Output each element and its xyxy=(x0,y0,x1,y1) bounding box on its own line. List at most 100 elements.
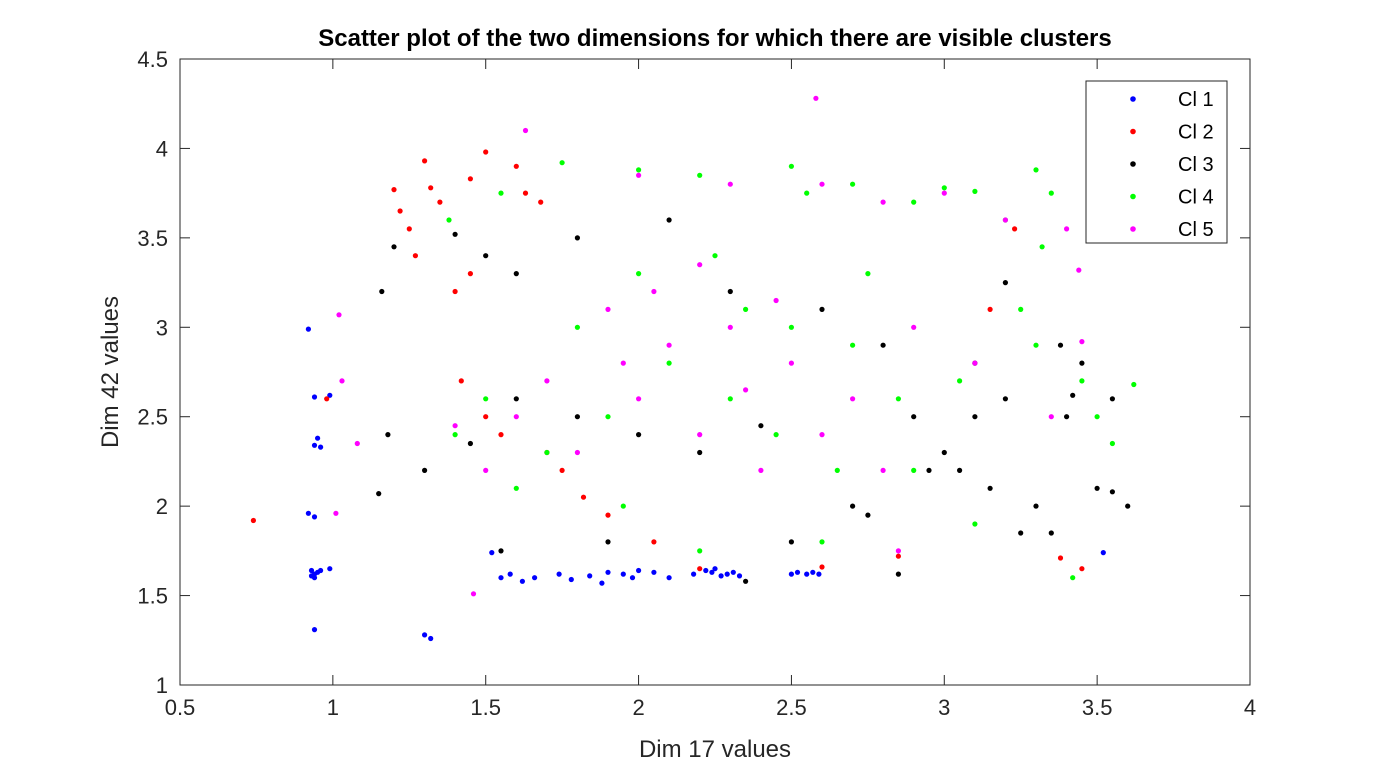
data-point xyxy=(568,576,574,583)
plot-area xyxy=(179,58,1251,686)
y-axis-label: Dim 42 values xyxy=(97,296,124,448)
data-point xyxy=(957,467,963,473)
data-point xyxy=(574,449,581,456)
data-point xyxy=(691,571,697,577)
data-point xyxy=(467,176,473,182)
data-point xyxy=(850,181,856,187)
data-point xyxy=(452,288,458,295)
data-point xyxy=(1079,566,1085,572)
data-point xyxy=(446,217,452,223)
data-point xyxy=(556,571,562,577)
data-point xyxy=(1057,555,1064,561)
data-point xyxy=(895,571,902,577)
legend-label: Cl 4 xyxy=(1178,187,1214,209)
series-2 xyxy=(250,149,1085,572)
data-point xyxy=(794,569,801,575)
data-point xyxy=(666,360,672,366)
data-point xyxy=(1048,190,1054,196)
data-point xyxy=(636,167,642,173)
data-point xyxy=(880,467,886,473)
data-point xyxy=(620,571,626,577)
legend-item: Cl 1 xyxy=(1130,89,1214,111)
legend-marker xyxy=(1130,96,1136,102)
y-tick-label: 2 xyxy=(156,494,168,519)
data-point xyxy=(513,271,519,277)
data-point xyxy=(813,95,819,101)
data-point xyxy=(483,414,489,420)
data-point xyxy=(743,387,749,393)
data-point xyxy=(636,567,642,574)
data-point xyxy=(336,312,342,318)
data-point xyxy=(452,432,458,438)
y-tick-label: 3 xyxy=(156,315,168,340)
data-point xyxy=(311,394,318,400)
data-point xyxy=(605,512,611,518)
data-point xyxy=(773,297,779,304)
data-point xyxy=(724,571,730,577)
data-point xyxy=(819,181,825,187)
data-point xyxy=(987,306,993,312)
chart-title: Scatter plot of the two dimensions for w… xyxy=(318,25,1112,52)
x-axis-label: Dim 17 values xyxy=(639,736,791,763)
data-point xyxy=(519,578,526,584)
data-point xyxy=(1064,414,1070,420)
data-point xyxy=(467,271,473,277)
data-point xyxy=(391,187,397,193)
data-point xyxy=(452,231,458,237)
data-point xyxy=(544,449,550,456)
data-point xyxy=(574,414,581,420)
data-point xyxy=(895,548,902,554)
x-tick-label: 3.5 xyxy=(1082,695,1113,720)
data-point xyxy=(391,244,397,250)
data-point xyxy=(458,378,464,384)
data-point xyxy=(819,306,825,312)
series-3 xyxy=(376,217,1131,584)
data-point xyxy=(311,575,318,581)
x-tick-label: 1.5 xyxy=(470,695,501,720)
legend-marker xyxy=(1130,226,1136,232)
legend-item: Cl 3 xyxy=(1130,154,1214,176)
data-point xyxy=(507,571,513,577)
legend-marker xyxy=(1130,161,1136,167)
legend-item: Cl 5 xyxy=(1130,219,1214,241)
data-point xyxy=(250,517,256,524)
y-tick-label: 3.5 xyxy=(137,226,168,251)
data-point xyxy=(666,217,672,223)
data-point xyxy=(513,485,519,491)
y-tick-label: 2.5 xyxy=(137,405,168,430)
data-point xyxy=(727,396,733,402)
data-point xyxy=(819,432,825,438)
series-1 xyxy=(305,326,1106,642)
series-5 xyxy=(333,95,1085,597)
data-point xyxy=(895,396,902,402)
data-point xyxy=(437,199,443,205)
data-point xyxy=(941,185,947,191)
data-point xyxy=(422,467,428,473)
data-point xyxy=(1076,267,1082,273)
data-point xyxy=(513,396,519,402)
data-point xyxy=(911,324,917,330)
data-point xyxy=(819,564,825,570)
data-point xyxy=(788,163,795,169)
data-point xyxy=(339,378,345,384)
data-point xyxy=(397,208,403,214)
data-point xyxy=(636,396,642,402)
data-point xyxy=(467,440,473,447)
data-point xyxy=(544,378,550,384)
data-point xyxy=(850,503,856,509)
data-point xyxy=(926,467,932,473)
data-point xyxy=(315,435,321,441)
y-tick-label: 4.5 xyxy=(137,47,168,72)
data-point xyxy=(1012,226,1018,232)
data-point xyxy=(758,467,764,473)
data-point xyxy=(1109,396,1115,402)
data-point xyxy=(1109,440,1115,447)
data-point xyxy=(605,306,611,312)
data-point xyxy=(911,467,917,473)
x-tick-label: 1 xyxy=(327,695,339,720)
data-point xyxy=(1048,530,1054,536)
data-point xyxy=(972,360,978,366)
data-point xyxy=(1033,167,1039,173)
data-point xyxy=(498,548,504,554)
data-point xyxy=(1057,342,1064,348)
